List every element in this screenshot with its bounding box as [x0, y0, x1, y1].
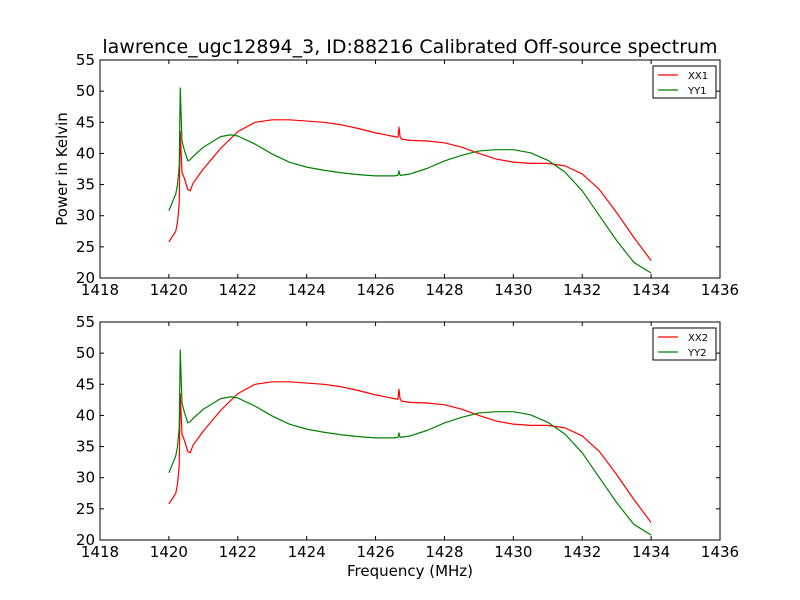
x-tick-label: 1432: [563, 281, 601, 299]
y-tick-label: 35: [76, 176, 95, 194]
y-tick-label: 40: [76, 144, 95, 162]
x-tick-label: 1418: [81, 543, 119, 561]
legend-label-yy1: YY1: [687, 86, 707, 97]
x-axis-label: Frequency (MHz): [347, 562, 473, 580]
x-tick-label: 1426: [356, 543, 394, 561]
x-tick-label: 1434: [632, 543, 670, 561]
legend-label-xx2: XX2: [688, 333, 708, 344]
y-tick-label: 35: [76, 438, 95, 456]
bottom-panel: 1418 1420 1422 1424 1426 1428 1430 1432 1434 1436…: [76, 313, 739, 561]
x-tick-label: 1436: [701, 543, 739, 561]
legend-box: [652, 327, 717, 361]
y-axis-label: Power in Kelvin: [53, 112, 71, 226]
y-tick-label: 25: [76, 500, 95, 518]
x-tick-label: 1424: [288, 281, 326, 299]
y-tick-label: 20: [76, 531, 95, 549]
x-tick-label: 1418: [81, 281, 119, 299]
y-tick-label: 20: [76, 269, 95, 287]
x-tick-label: 1420: [150, 281, 188, 299]
y-tick-label: 50: [76, 82, 95, 100]
x-tick-label: 1432: [563, 543, 601, 561]
legend-box: [652, 65, 717, 99]
x-tick-label: 1436: [701, 281, 739, 299]
x-tick-label: 1430: [494, 543, 532, 561]
series-line-xx2: [168, 381, 652, 523]
series-line-yy1: [168, 87, 652, 274]
figure-title: lawrence_ugc12894_3, ID:88216 Calibrated…: [102, 36, 717, 58]
y-tick-label: 45: [76, 113, 95, 131]
series-line-yy2: [168, 349, 652, 536]
y-tick-label: 45: [76, 375, 95, 393]
top-panel: 1418 1420 1422 1424 1426 1428 1430 1432 1434 1436…: [76, 51, 739, 299]
x-tick-label: 1426: [356, 281, 394, 299]
x-tick-label: 1424: [288, 543, 326, 561]
x-tick-label: 1422: [219, 281, 257, 299]
y-tick-label: 55: [76, 51, 95, 69]
legend-label-yy2: YY2: [687, 348, 707, 359]
y-tick-label: 55: [76, 313, 95, 331]
y-tick-label: 25: [76, 238, 95, 256]
y-tick-label: 40: [76, 406, 95, 424]
top-axes-frame: [99, 59, 721, 279]
legend-label-xx1: XX1: [688, 71, 708, 82]
x-tick-label: 1422: [219, 543, 257, 561]
x-tick-label: 1420: [150, 543, 188, 561]
y-tick-label: 30: [76, 207, 95, 225]
y-tick-label: 30: [76, 469, 95, 487]
x-tick-label: 1434: [632, 281, 670, 299]
x-tick-label: 1428: [425, 543, 463, 561]
x-tick-label: 1428: [425, 281, 463, 299]
series-line-xx1: [168, 119, 652, 261]
bottom-axes-frame: [99, 321, 721, 541]
x-tick-label: 1430: [494, 281, 532, 299]
y-tick-label: 50: [76, 344, 95, 362]
